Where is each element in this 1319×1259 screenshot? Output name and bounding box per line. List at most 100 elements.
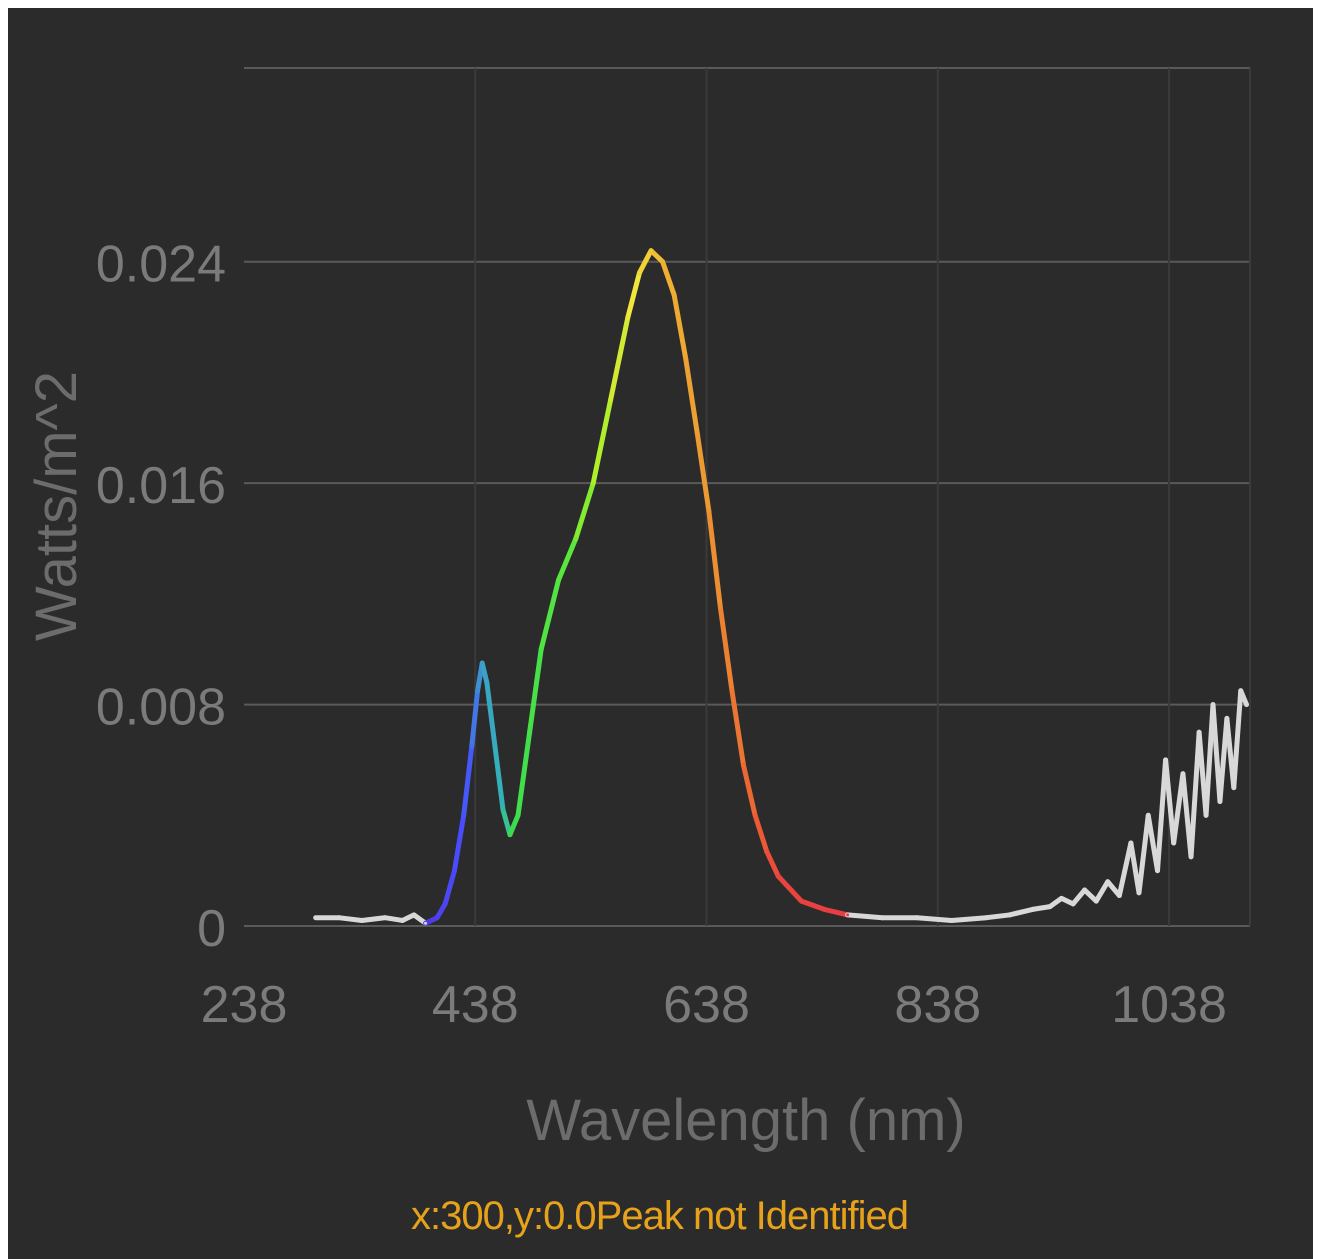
data-point [1225,716,1229,720]
trace-segment [484,679,498,749]
x-tick-label: 638 [663,976,750,1034]
data-point [528,730,532,734]
data-point [1106,880,1110,884]
data-point [684,357,688,361]
trace-segment [507,812,521,838]
data-point [1239,689,1243,693]
data-point [915,916,919,920]
data-point [1060,896,1064,900]
data-point [1031,907,1035,911]
data-point [400,918,404,922]
trace-segment [694,430,712,514]
data-point [435,916,439,920]
trace-segment [500,807,513,838]
trace-segment [798,898,827,912]
trace-segment [1231,688,1244,791]
data-point [1007,913,1011,917]
trace-segment [764,848,781,879]
trace-segment [671,292,689,362]
trace-segment [479,660,490,685]
data-point [1181,772,1185,776]
trace-segment [983,912,1012,921]
trace-segment [660,259,677,298]
data-point [1189,855,1193,859]
trace-segment [1030,904,1053,912]
data-point [984,916,988,920]
data-point [846,913,850,917]
data-point [799,899,803,903]
data-point [1048,905,1052,909]
trace-segment [1070,887,1088,907]
data-point [730,689,734,693]
y-tick-label: 0.016 [96,457,226,515]
data-point [1164,758,1168,762]
trace-segment [648,248,666,265]
trace-segment [821,906,851,918]
trace-segment [359,915,388,923]
trace-segment [1082,887,1099,904]
data-point [485,680,489,684]
trace-segment [1217,715,1230,804]
data-point [880,916,884,920]
data-point [424,921,428,925]
data-point [508,833,512,837]
trace-segment [451,812,467,874]
grid [244,67,1251,927]
x-tick-label: 238 [201,976,288,1034]
trace-segment [590,397,614,486]
trace-segment [1238,688,1250,708]
data-point [476,689,480,693]
data-point [337,916,341,920]
x-tick-label: 438 [432,976,519,1034]
trace-segment [434,901,448,921]
data-point [695,431,699,435]
data-point [672,293,676,297]
data-point [1211,703,1215,707]
data-point [1172,841,1176,845]
data-point [412,913,416,917]
trace-segment [706,508,723,611]
data-point [383,916,387,920]
data-point [1197,730,1201,734]
data-point [1071,902,1075,906]
trace-segment [1163,757,1177,846]
data-point [742,763,746,767]
y-axis-title: Watts/m^2 [24,371,89,641]
trace-segment [741,762,758,818]
trace-segment [538,577,562,652]
data-point [1232,786,1236,790]
trace-segment [1093,879,1111,904]
data-point [753,813,757,817]
trace-segment [752,812,770,854]
trace-segment [608,314,631,403]
data-point [443,902,447,906]
trace-segment [1188,729,1202,860]
y-tick-label: 0.024 [96,236,226,294]
data-point [1146,813,1150,817]
data-point [1117,894,1121,898]
data-point [1094,899,1098,903]
data-point [822,907,826,911]
data-point [776,874,780,878]
data-point [649,249,653,253]
data-point [637,271,641,275]
data-point [470,744,474,748]
trace-segment [461,743,475,818]
trace-segment [729,688,747,768]
x-axis-ticks: 238 438 638 838 1038 [201,976,1227,1034]
trace-segment [1006,906,1036,918]
x-tick-label: 1038 [1111,976,1227,1034]
spectrum-chart: 0 0.008 0.016 0.024 238 438 638 838 1038 Watts/… [24,67,1251,1153]
data-point [1083,888,1087,892]
trace-segment [1116,840,1134,899]
data-point [462,813,466,817]
trace-segment [515,729,533,818]
trace-segment [683,356,700,436]
data-point [765,849,769,853]
data-point [1129,841,1133,845]
y-tick-label: 0 [197,900,226,958]
data-point [360,918,364,922]
data-point [1155,869,1159,873]
data-point [1245,703,1249,707]
trace-segment [1136,812,1151,896]
